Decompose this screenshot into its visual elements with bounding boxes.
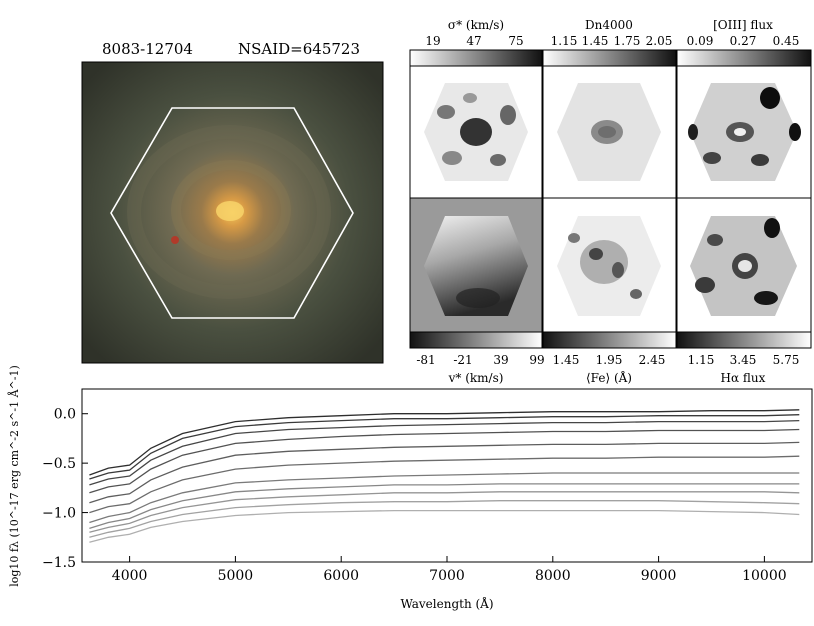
spectrum-ticks: 4000 5000 6000 7000 8000 9000 10000 0.0 −0.5 −1.0… — [42, 407, 787, 584]
colorbar-halpha-flux — [676, 331, 812, 349]
y-tick-label-3: −1.5 — [42, 555, 76, 571]
colorbar-oiii-flux — [676, 49, 812, 67]
tick-v-star-3: 99 — [529, 353, 544, 367]
label-fe: ⟨Fe⟩ (Å) — [586, 370, 632, 385]
tick-dn4000-0: 1.15 — [551, 34, 578, 48]
spectrum-series-9 — [89, 500, 800, 538]
tick-sigma-star-2: 75 — [508, 34, 523, 48]
tick-sigma-star-1: 47 — [466, 34, 481, 48]
x-tick-label-4: 8000 — [535, 568, 571, 584]
colorbar-dn4000 — [542, 49, 677, 67]
map-sigma-star — [409, 65, 543, 199]
tick-oiii-flux-0: 0.09 — [687, 34, 714, 48]
colorbar-v-star — [409, 331, 543, 349]
x-tick-label-1: 5000 — [218, 568, 254, 584]
spectrum-series-0 — [89, 409, 800, 476]
x-tick-label-6: 10000 — [742, 568, 787, 584]
galaxy-id: 8083-12704 — [102, 40, 193, 58]
spectrum-series-4 — [89, 441, 800, 504]
label-oiii-flux: [OIII] flux — [713, 18, 773, 32]
tick-fe-1: 1.95 — [596, 353, 623, 367]
colorbar-sigma-star — [409, 49, 543, 67]
spectrum-series-2 — [89, 419, 800, 486]
tick-oiii-flux-1: 0.27 — [730, 34, 757, 48]
spectrum-ylabel: log10 fλ (10^-17 erg cm^-2 s^-1 Å^-1) — [7, 365, 21, 587]
spectrum-series-1 — [89, 414, 800, 480]
x-tick-label-2: 6000 — [323, 568, 359, 584]
nsaid-label: NSAID=645723 — [238, 40, 360, 58]
spectrum-series-3 — [89, 428, 800, 494]
spectrum-series-5 — [89, 455, 800, 514]
spectrum-series-8 — [89, 491, 800, 533]
x-tick-label-0: 4000 — [112, 568, 148, 584]
ifu-hexagon — [110, 107, 354, 319]
x-tick-label-5: 9000 — [641, 568, 677, 584]
tick-oiii-flux-2: 0.45 — [773, 34, 800, 48]
tick-halpha-flux-2: 5.75 — [773, 353, 800, 367]
spectrum-plot: 4000 5000 6000 7000 8000 9000 10000 0.0 −0.5 −1.0… — [7, 365, 813, 611]
label-sigma-star: σ* (km/s) — [448, 18, 504, 32]
y-tick-label-0: 0.0 — [54, 407, 76, 423]
tick-v-star-1: -21 — [453, 353, 472, 367]
map-dn4000 — [542, 65, 677, 199]
map-halpha-flux — [676, 197, 812, 333]
colorbar-fe — [542, 331, 677, 349]
label-halpha-flux: Hα flux — [721, 371, 766, 385]
map-grid: σ* (km/s) 19 47 75 Dn4000 1.15 1.45 1.75… — [409, 18, 812, 385]
tick-halpha-flux-0: 1.15 — [688, 353, 715, 367]
spectrum-lines — [89, 409, 800, 543]
tick-v-star-0: -81 — [416, 353, 435, 367]
map-fe — [542, 197, 677, 333]
tick-sigma-star-0: 19 — [425, 34, 440, 48]
tick-fe-2: 2.45 — [639, 353, 666, 367]
tick-dn4000-2: 1.75 — [614, 34, 641, 48]
spectrum-series-7 — [89, 483, 800, 530]
tick-v-star-2: 39 — [493, 353, 508, 367]
label-v-star: v* (km/s) — [448, 371, 504, 385]
x-tick-label-3: 7000 — [429, 568, 465, 584]
map-v-star — [409, 197, 543, 333]
spectrum-series-10 — [89, 509, 800, 543]
tick-dn4000-1: 1.45 — [582, 34, 609, 48]
galaxy-image — [81, 61, 384, 364]
y-tick-label-2: −1.0 — [42, 506, 76, 522]
label-dn4000: Dn4000 — [585, 18, 633, 32]
spectrum-xlabel: Wavelength (Å) — [400, 596, 493, 611]
spectrum-series-6 — [89, 472, 800, 524]
y-tick-label-1: −0.5 — [42, 456, 76, 472]
tick-halpha-flux-1: 3.45 — [730, 353, 757, 367]
tick-dn4000-3: 2.05 — [646, 34, 673, 48]
tick-fe-0: 1.45 — [553, 353, 580, 367]
map-oiii-flux — [676, 65, 812, 199]
